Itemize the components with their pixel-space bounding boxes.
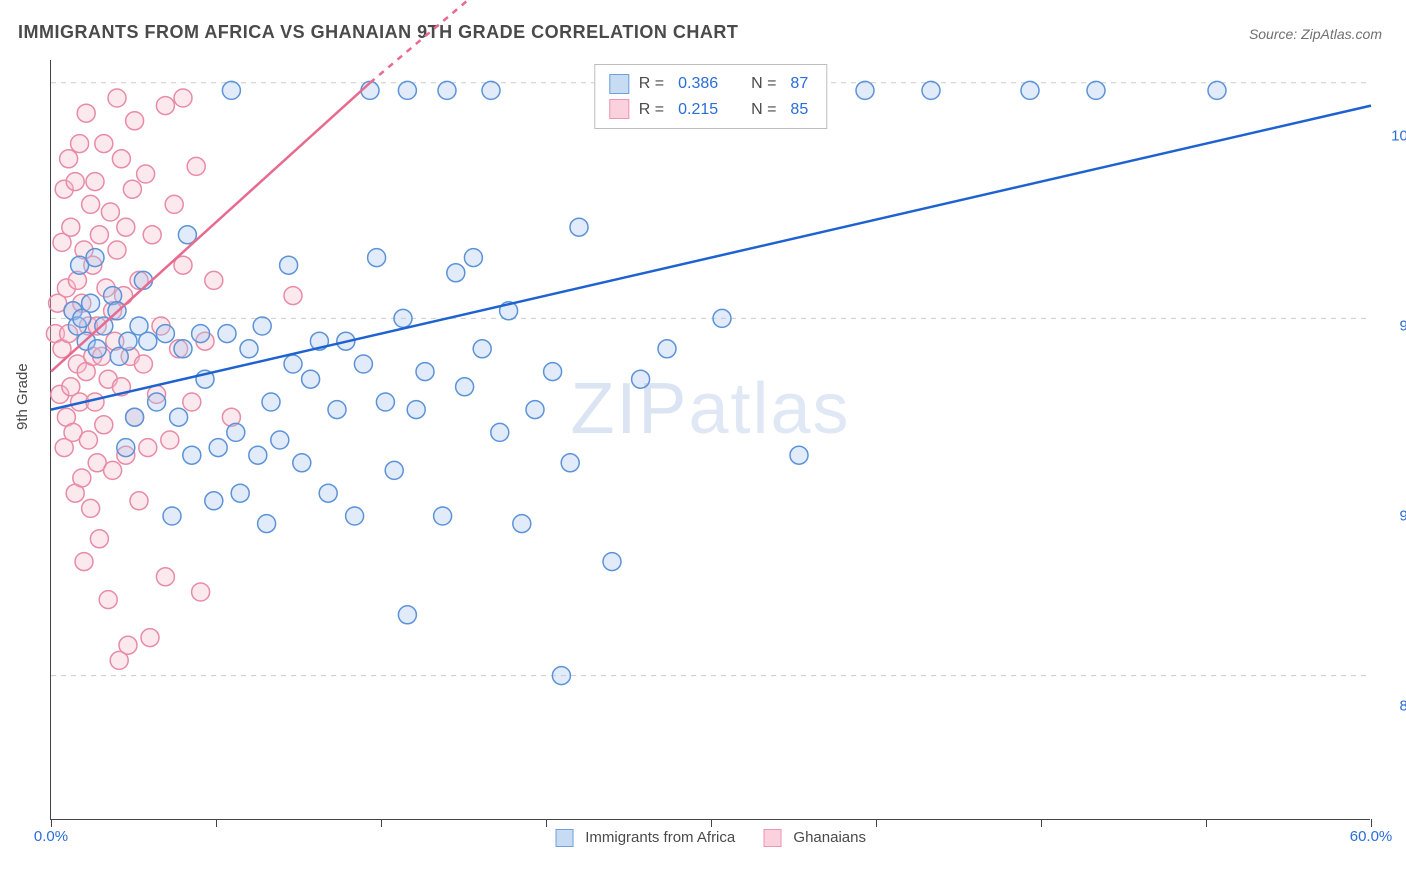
y-tick-label: 95.0% xyxy=(1399,318,1406,335)
legend-label-africa: Immigrants from Africa xyxy=(585,829,735,846)
chart-title: IMMIGRANTS FROM AFRICA VS GHANAIAN 9TH G… xyxy=(18,22,738,43)
swatch-africa xyxy=(555,829,573,847)
x-tick xyxy=(1206,819,1207,827)
x-tick-label: 0.0% xyxy=(34,828,68,845)
swatch-ghana xyxy=(763,829,781,847)
chart-container: IMMIGRANTS FROM AFRICA VS GHANAIAN 9TH G… xyxy=(0,0,1406,892)
stats-row-africa: R = 0.386 N = 87 xyxy=(609,71,812,97)
legend-item-ghana: Ghanaians xyxy=(763,829,866,847)
stats-legend: R = 0.386 N = 87 R = 0.215 N = 85 xyxy=(594,64,827,129)
y-axis-label: 9th Grade xyxy=(14,363,31,430)
x-tick-label: 60.0% xyxy=(1350,828,1393,845)
series-legend: Immigrants from Africa Ghanaians xyxy=(555,829,866,847)
r-label: R = xyxy=(639,71,664,97)
x-tick xyxy=(1041,819,1042,827)
y-tick-label: 100.0% xyxy=(1391,128,1406,145)
n-value-africa: 87 xyxy=(790,71,808,97)
x-tick xyxy=(1371,819,1372,827)
plot-area: ZIPatlas R = 0.386 N = 87 R = 0.215 N = … xyxy=(50,60,1370,820)
x-tick xyxy=(711,819,712,827)
stats-row-ghana: R = 0.215 N = 85 xyxy=(609,97,812,123)
r-value-africa: 0.386 xyxy=(678,71,718,97)
r-label: R = xyxy=(639,97,664,123)
y-tick-label: 85.0% xyxy=(1399,698,1406,715)
x-tick xyxy=(876,819,877,827)
y-tick-label: 90.0% xyxy=(1399,508,1406,525)
trend-line-ghana xyxy=(51,83,370,372)
trend-line-africa xyxy=(51,106,1371,410)
n-label: N = xyxy=(751,71,776,97)
x-tick xyxy=(216,819,217,827)
x-tick xyxy=(51,819,52,827)
swatch-ghana xyxy=(609,99,629,119)
n-label: N = xyxy=(751,97,776,123)
source-attribution: Source: ZipAtlas.com xyxy=(1249,26,1382,42)
n-value-ghana: 85 xyxy=(790,97,808,123)
legend-label-ghana: Ghanaians xyxy=(793,829,866,846)
x-tick xyxy=(546,819,547,827)
swatch-africa xyxy=(609,74,629,94)
x-tick xyxy=(381,819,382,827)
r-value-ghana: 0.215 xyxy=(678,97,718,123)
trend-layer xyxy=(51,60,1370,819)
legend-item-africa: Immigrants from Africa xyxy=(555,829,735,847)
